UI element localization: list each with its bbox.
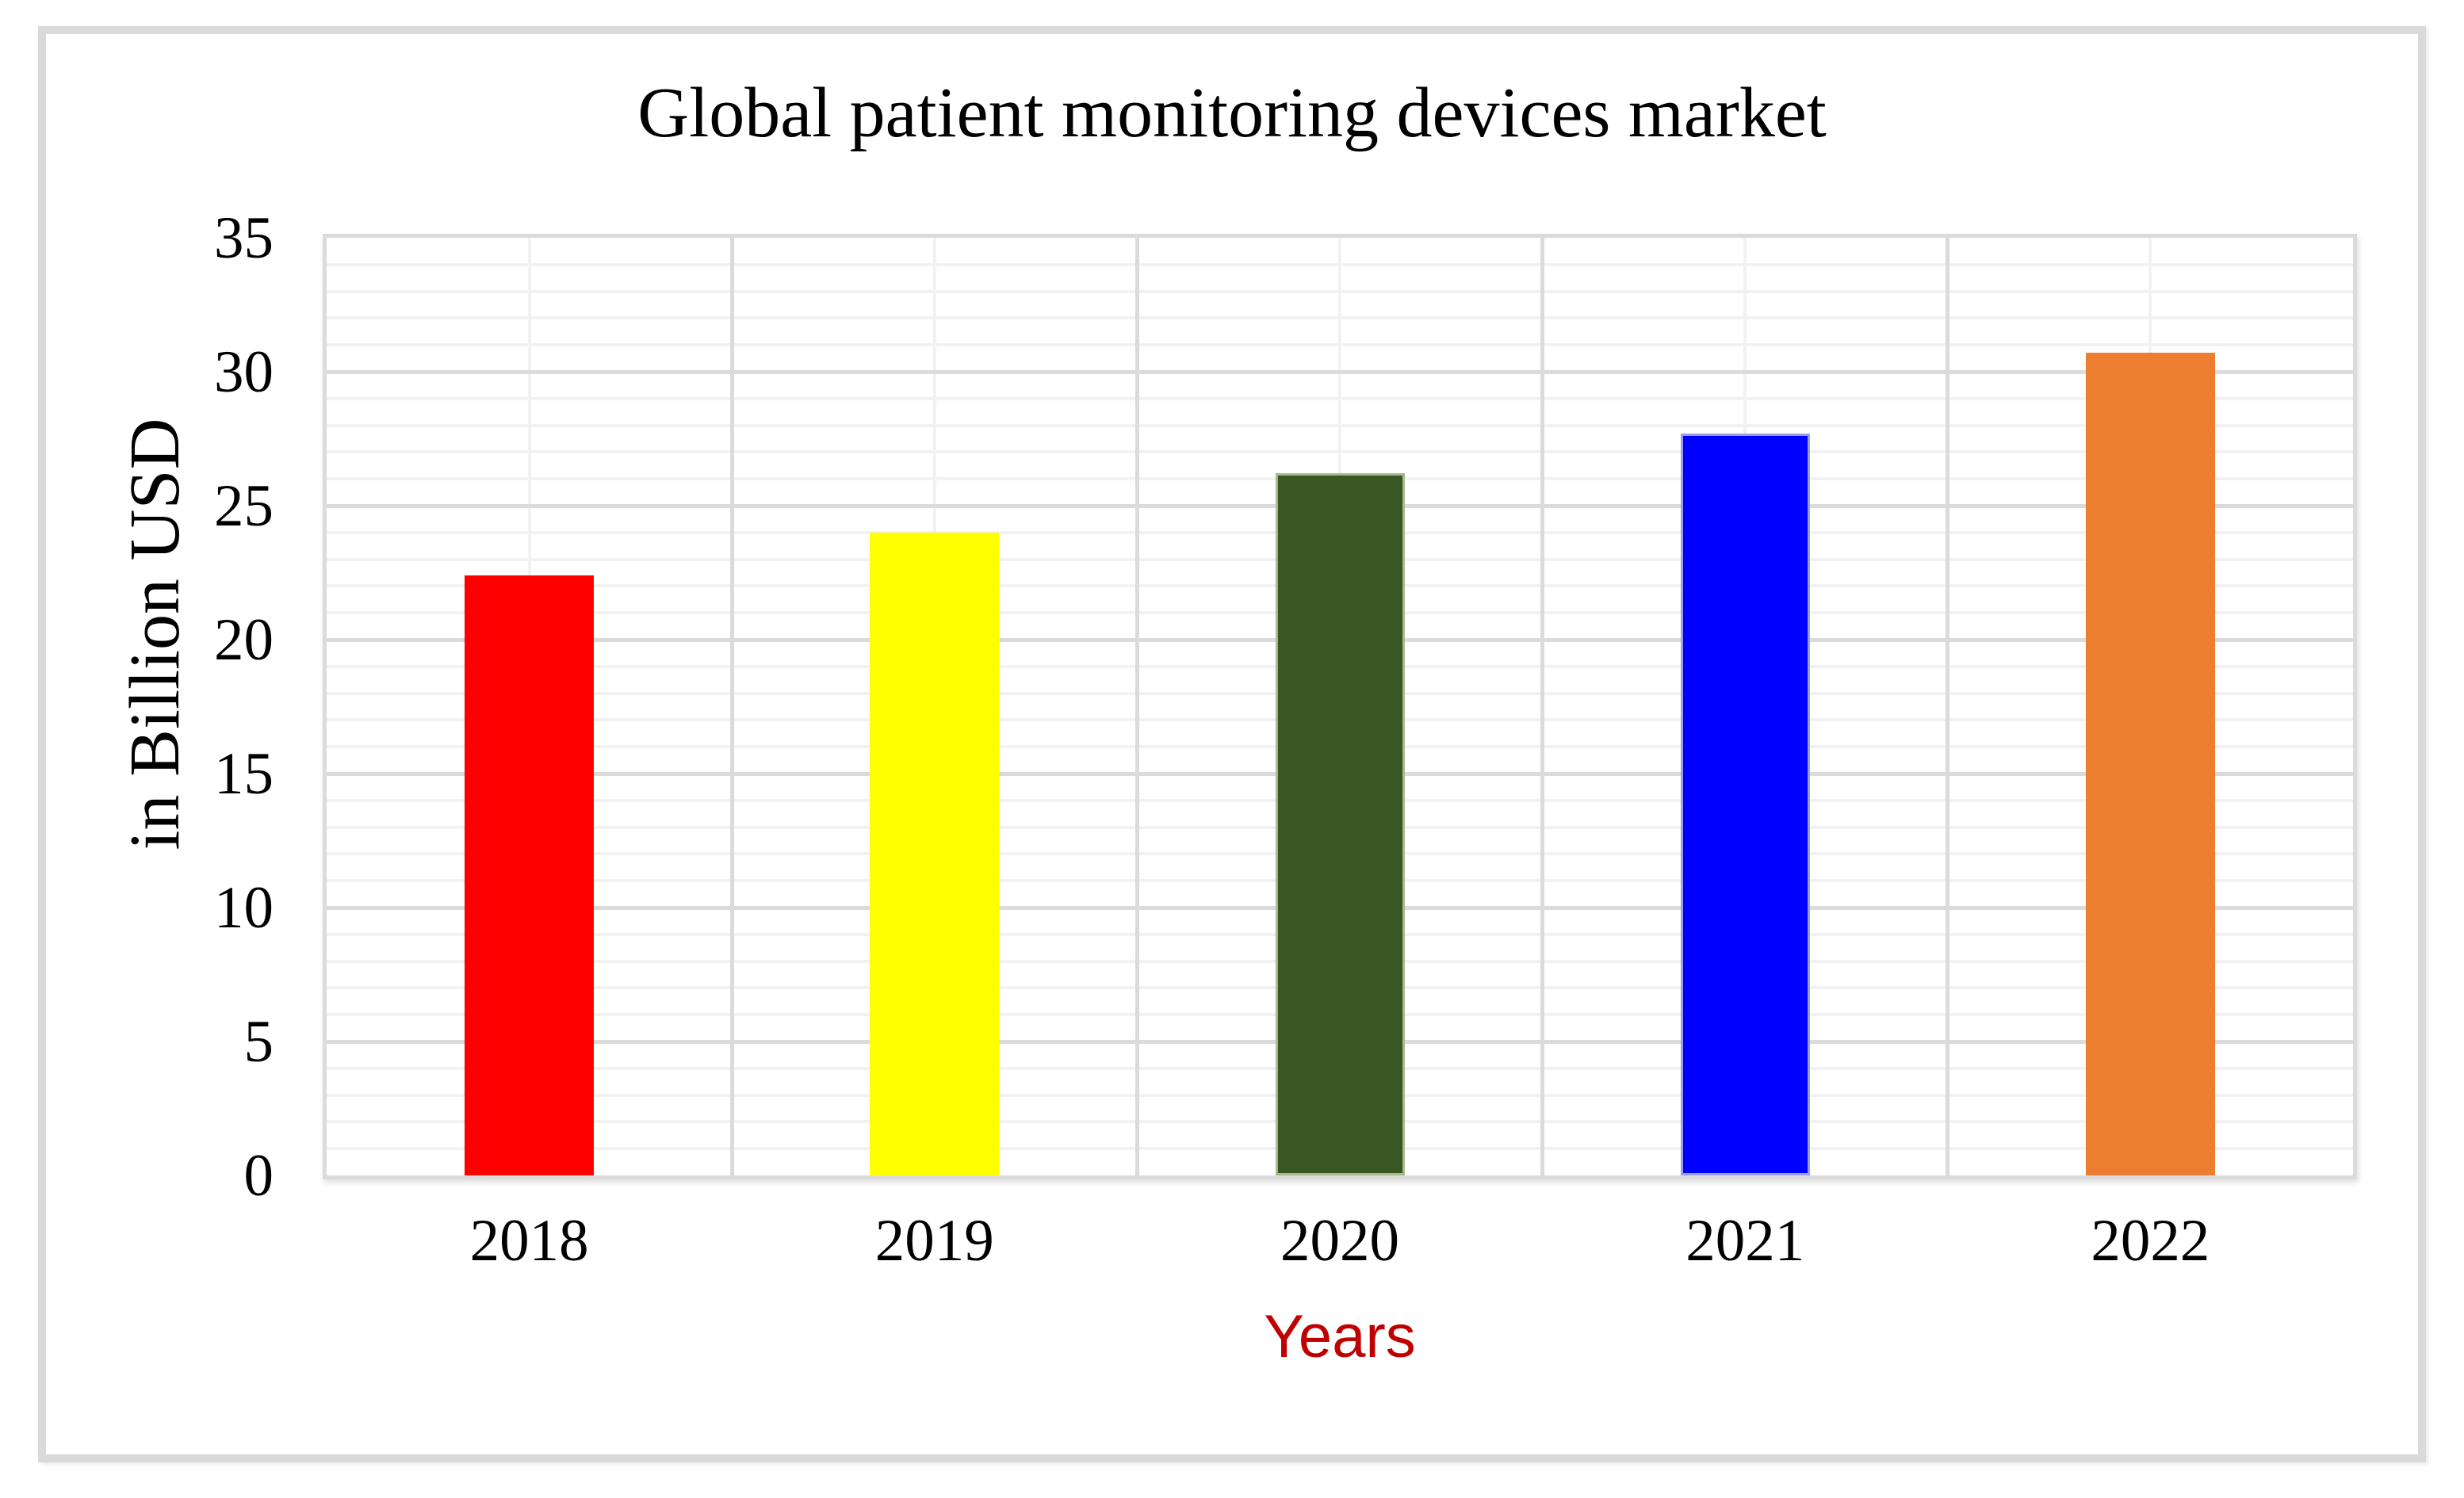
- gridline-major-horizontal: [327, 369, 2353, 374]
- x-tick-label: 2018: [469, 1208, 589, 1274]
- x-axis-tick-labels: 2018 2019 2020 2021 2022: [327, 1211, 2353, 1282]
- y-tick-label: 0: [243, 1142, 274, 1209]
- y-tick-label: 20: [214, 606, 274, 673]
- gridline-major-vertical: [1946, 238, 1950, 1175]
- y-tick-label: 35: [214, 204, 274, 271]
- bar-2019[interactable]: [870, 532, 1000, 1175]
- bar-2018[interactable]: [465, 575, 595, 1175]
- gridline-major-vertical: [729, 238, 734, 1175]
- x-tick-label: 2020: [1280, 1208, 1399, 1274]
- y-tick-label: 30: [214, 338, 274, 405]
- plot-grid-and-bars: [327, 238, 2353, 1175]
- gridline-major-vertical: [1134, 238, 1139, 1175]
- x-tick-label: 2019: [874, 1208, 994, 1274]
- y-tick-label: 10: [214, 874, 274, 941]
- y-tick-label: 25: [214, 472, 274, 539]
- bar-2022[interactable]: [2085, 353, 2215, 1175]
- gridline-major-vertical: [1540, 238, 1545, 1175]
- y-tick-label: 15: [214, 740, 274, 807]
- y-axis-tick-labels: 0 5 10 15 20 25 30 35: [0, 208, 274, 1206]
- y-tick-label: 5: [243, 1008, 274, 1075]
- x-tick-label: 2022: [2091, 1208, 2210, 1274]
- bar-2020[interactable]: [1275, 473, 1405, 1175]
- chart-title: Global patient monitoring devices market: [637, 74, 1827, 152]
- plot-area: [323, 234, 2357, 1179]
- bar-2021[interactable]: [1680, 433, 1810, 1175]
- x-axis-title: Years: [1264, 1303, 1416, 1370]
- x-tick-label: 2021: [1685, 1208, 1805, 1274]
